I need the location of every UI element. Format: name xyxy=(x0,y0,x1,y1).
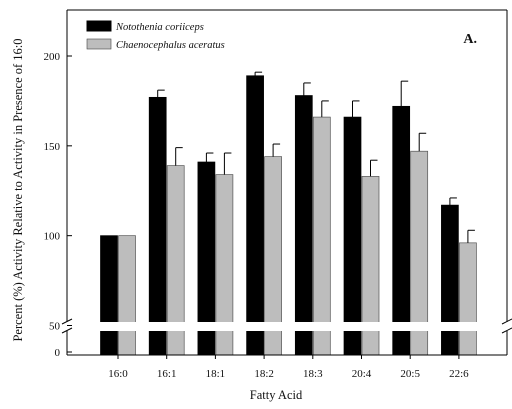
x-tick-label: 16:1 xyxy=(157,368,177,380)
bar-chaenocephalus xyxy=(312,116,331,356)
panel-label: A. xyxy=(463,32,477,47)
x-tick-label: 16:0 xyxy=(108,368,128,380)
y-tick-label: 200 xyxy=(44,51,61,63)
y-tick-label: 50 xyxy=(49,321,61,333)
axis-break-mark-left-1 xyxy=(61,318,73,325)
y-tick-label: 150 xyxy=(44,141,61,153)
legend-swatch-chaenocephalus xyxy=(86,38,112,50)
bar-notothenia xyxy=(100,235,118,356)
legend: Notothenia coriiceps Chaenocephalus acer… xyxy=(86,20,225,51)
axis-break-mark-left-2 xyxy=(61,327,73,334)
legend-label-chaenocephalus: Chaenocephalus aceratus xyxy=(116,40,225,51)
y-axis-title: Percent (%) Activity Relative to Activit… xyxy=(11,38,25,341)
bar-notothenia xyxy=(148,96,167,356)
y-tick-label-zero: 0 xyxy=(55,347,61,359)
x-tick-label: 20:4 xyxy=(352,368,372,380)
x-tick-label: 18:3 xyxy=(303,368,323,380)
axis-break-band xyxy=(67,322,507,331)
legend-label-notothenia: Notothenia coriiceps xyxy=(115,22,204,33)
axis-break-mark-right-2 xyxy=(501,327,512,334)
plot-area: 16:0 16:1 18:1 18:2 18:3 20:4 20:5 22:6 xyxy=(67,71,507,380)
bar-notothenia xyxy=(246,75,264,356)
bar-chaenocephalus xyxy=(459,242,477,356)
x-tick-label: 22:6 xyxy=(449,368,469,380)
bar-chaenocephalus xyxy=(118,235,136,356)
x-axis-title: Fatty Acid xyxy=(250,388,303,402)
bar-notothenia xyxy=(294,95,313,356)
axes: 0 xyxy=(55,9,512,359)
x-tick-label: 20:5 xyxy=(400,368,420,380)
bar-notothenia xyxy=(343,116,362,356)
x-tick-label: 18:1 xyxy=(206,368,226,380)
x-tick-label: 18:2 xyxy=(254,368,274,380)
axis-break-mark-right-1 xyxy=(501,318,512,325)
y-tick-label: 100 xyxy=(44,231,61,243)
legend-swatch-notothenia xyxy=(86,20,112,32)
bar-notothenia xyxy=(392,105,411,356)
bar-notothenia xyxy=(441,204,459,356)
